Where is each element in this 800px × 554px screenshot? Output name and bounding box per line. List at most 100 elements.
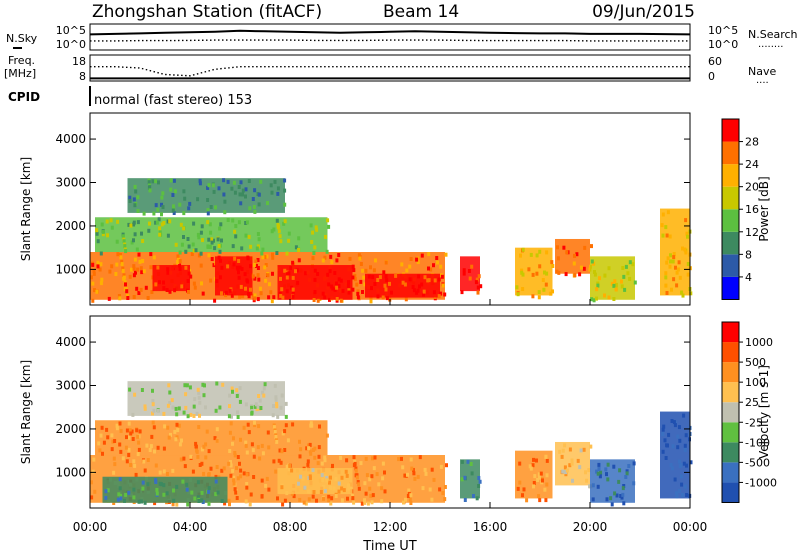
velocity-cell xyxy=(198,463,202,467)
velocity-cell xyxy=(370,500,374,505)
velocity-cell xyxy=(613,491,617,496)
power-cell xyxy=(223,210,227,215)
velocity-cell xyxy=(353,459,357,464)
velocity-cell xyxy=(146,458,150,462)
power-cell xyxy=(575,252,579,257)
velocity-cell xyxy=(100,425,104,430)
velocity-cell xyxy=(311,494,315,499)
velocity-cell xyxy=(262,386,266,391)
power-cell xyxy=(270,299,274,304)
power-cell xyxy=(468,276,472,281)
velocity-cell xyxy=(162,483,166,488)
velocity-cell xyxy=(292,494,296,499)
velocity-cell xyxy=(90,480,93,485)
power-cell xyxy=(213,246,217,251)
power-colorbar-tick-label: 20 xyxy=(745,181,759,194)
power-cell xyxy=(114,272,118,276)
velocity-cell xyxy=(570,458,574,463)
velocity-cell xyxy=(136,452,140,457)
power-cell xyxy=(135,286,139,291)
velocity-ytick-label: 3000 xyxy=(55,379,86,393)
velocity-cell xyxy=(250,405,254,410)
power-cell xyxy=(326,272,330,277)
power-cell xyxy=(623,287,627,292)
velocity-cell xyxy=(478,479,482,484)
velocity-cell xyxy=(340,475,344,480)
power-cell xyxy=(278,234,282,239)
velocity-cell xyxy=(558,449,562,454)
power-colorbar-label: Power [dB] xyxy=(757,176,771,241)
velocity-cell xyxy=(125,435,128,440)
x-tick-label: 00:00 xyxy=(673,520,708,534)
power-cell xyxy=(351,264,355,269)
power-cell xyxy=(408,277,412,282)
power-cell xyxy=(219,222,223,227)
velocity-cell xyxy=(238,386,242,391)
velocity-cell xyxy=(156,408,160,413)
velocity-cell xyxy=(344,469,348,474)
power-cell xyxy=(665,291,669,295)
velocity-cell xyxy=(521,493,524,498)
velocity-cell xyxy=(373,455,377,460)
velocity-cell xyxy=(284,401,288,406)
velocity-cell xyxy=(137,440,141,445)
power-cell xyxy=(269,290,273,295)
velocity-cell xyxy=(345,473,349,478)
x-tick-label: 08:00 xyxy=(273,520,308,534)
power-colorbar-tick-label: 28 xyxy=(745,136,759,149)
power-cell xyxy=(310,240,314,244)
velocity-cell xyxy=(274,435,278,439)
velocity-cell xyxy=(151,388,154,393)
velocity-cell xyxy=(106,488,110,493)
velocity-cell xyxy=(222,466,226,471)
velocity-cell xyxy=(192,414,196,418)
velocity-cell xyxy=(424,471,428,476)
power-cell xyxy=(356,289,360,294)
power-cell xyxy=(675,283,679,288)
power-cell xyxy=(122,239,126,244)
power-cell xyxy=(247,234,251,239)
power-cell xyxy=(565,250,569,255)
power-cell xyxy=(263,255,267,260)
velocity-cell xyxy=(146,482,150,487)
power-cell xyxy=(121,266,125,271)
velocity-cell xyxy=(183,383,187,388)
velocity-cell xyxy=(334,494,338,498)
velocity-cell xyxy=(239,468,243,473)
velocity-cell xyxy=(522,487,526,492)
power-colorbar-tick-label: 4 xyxy=(745,271,752,284)
velocity-cell xyxy=(244,402,248,407)
power-cell xyxy=(246,279,250,284)
velocity-cell xyxy=(168,401,172,405)
velocity-cell xyxy=(380,486,384,491)
velocity-cell xyxy=(227,498,231,503)
power-cell xyxy=(275,218,279,223)
velocity-cell xyxy=(347,483,351,488)
power-cell xyxy=(427,252,431,257)
velocity-region-5 xyxy=(460,459,480,499)
power-cell xyxy=(610,281,614,286)
velocity-cell xyxy=(334,477,338,482)
velocity-cell xyxy=(443,497,447,502)
velocity-cell xyxy=(401,465,405,470)
velocity-cell xyxy=(186,502,190,507)
power-cell xyxy=(211,183,215,188)
power-cell xyxy=(92,271,96,276)
velocity-cell xyxy=(307,446,311,451)
power-cell xyxy=(672,255,676,260)
velocity-cell xyxy=(166,425,170,430)
velocity-cell xyxy=(247,430,251,435)
velocity-cell xyxy=(354,466,358,471)
power-cell xyxy=(334,281,338,286)
velocity-cell xyxy=(227,461,231,466)
velocity-cell xyxy=(284,423,288,428)
velocity-cell xyxy=(673,477,677,482)
velocity-cell xyxy=(125,428,129,433)
velocity-cell xyxy=(204,405,207,410)
velocity-cell xyxy=(606,462,610,467)
power-cell xyxy=(388,281,391,286)
power-cell xyxy=(444,252,448,257)
power-cell xyxy=(595,296,598,301)
power-cell xyxy=(603,273,607,278)
power-cell xyxy=(217,186,221,191)
